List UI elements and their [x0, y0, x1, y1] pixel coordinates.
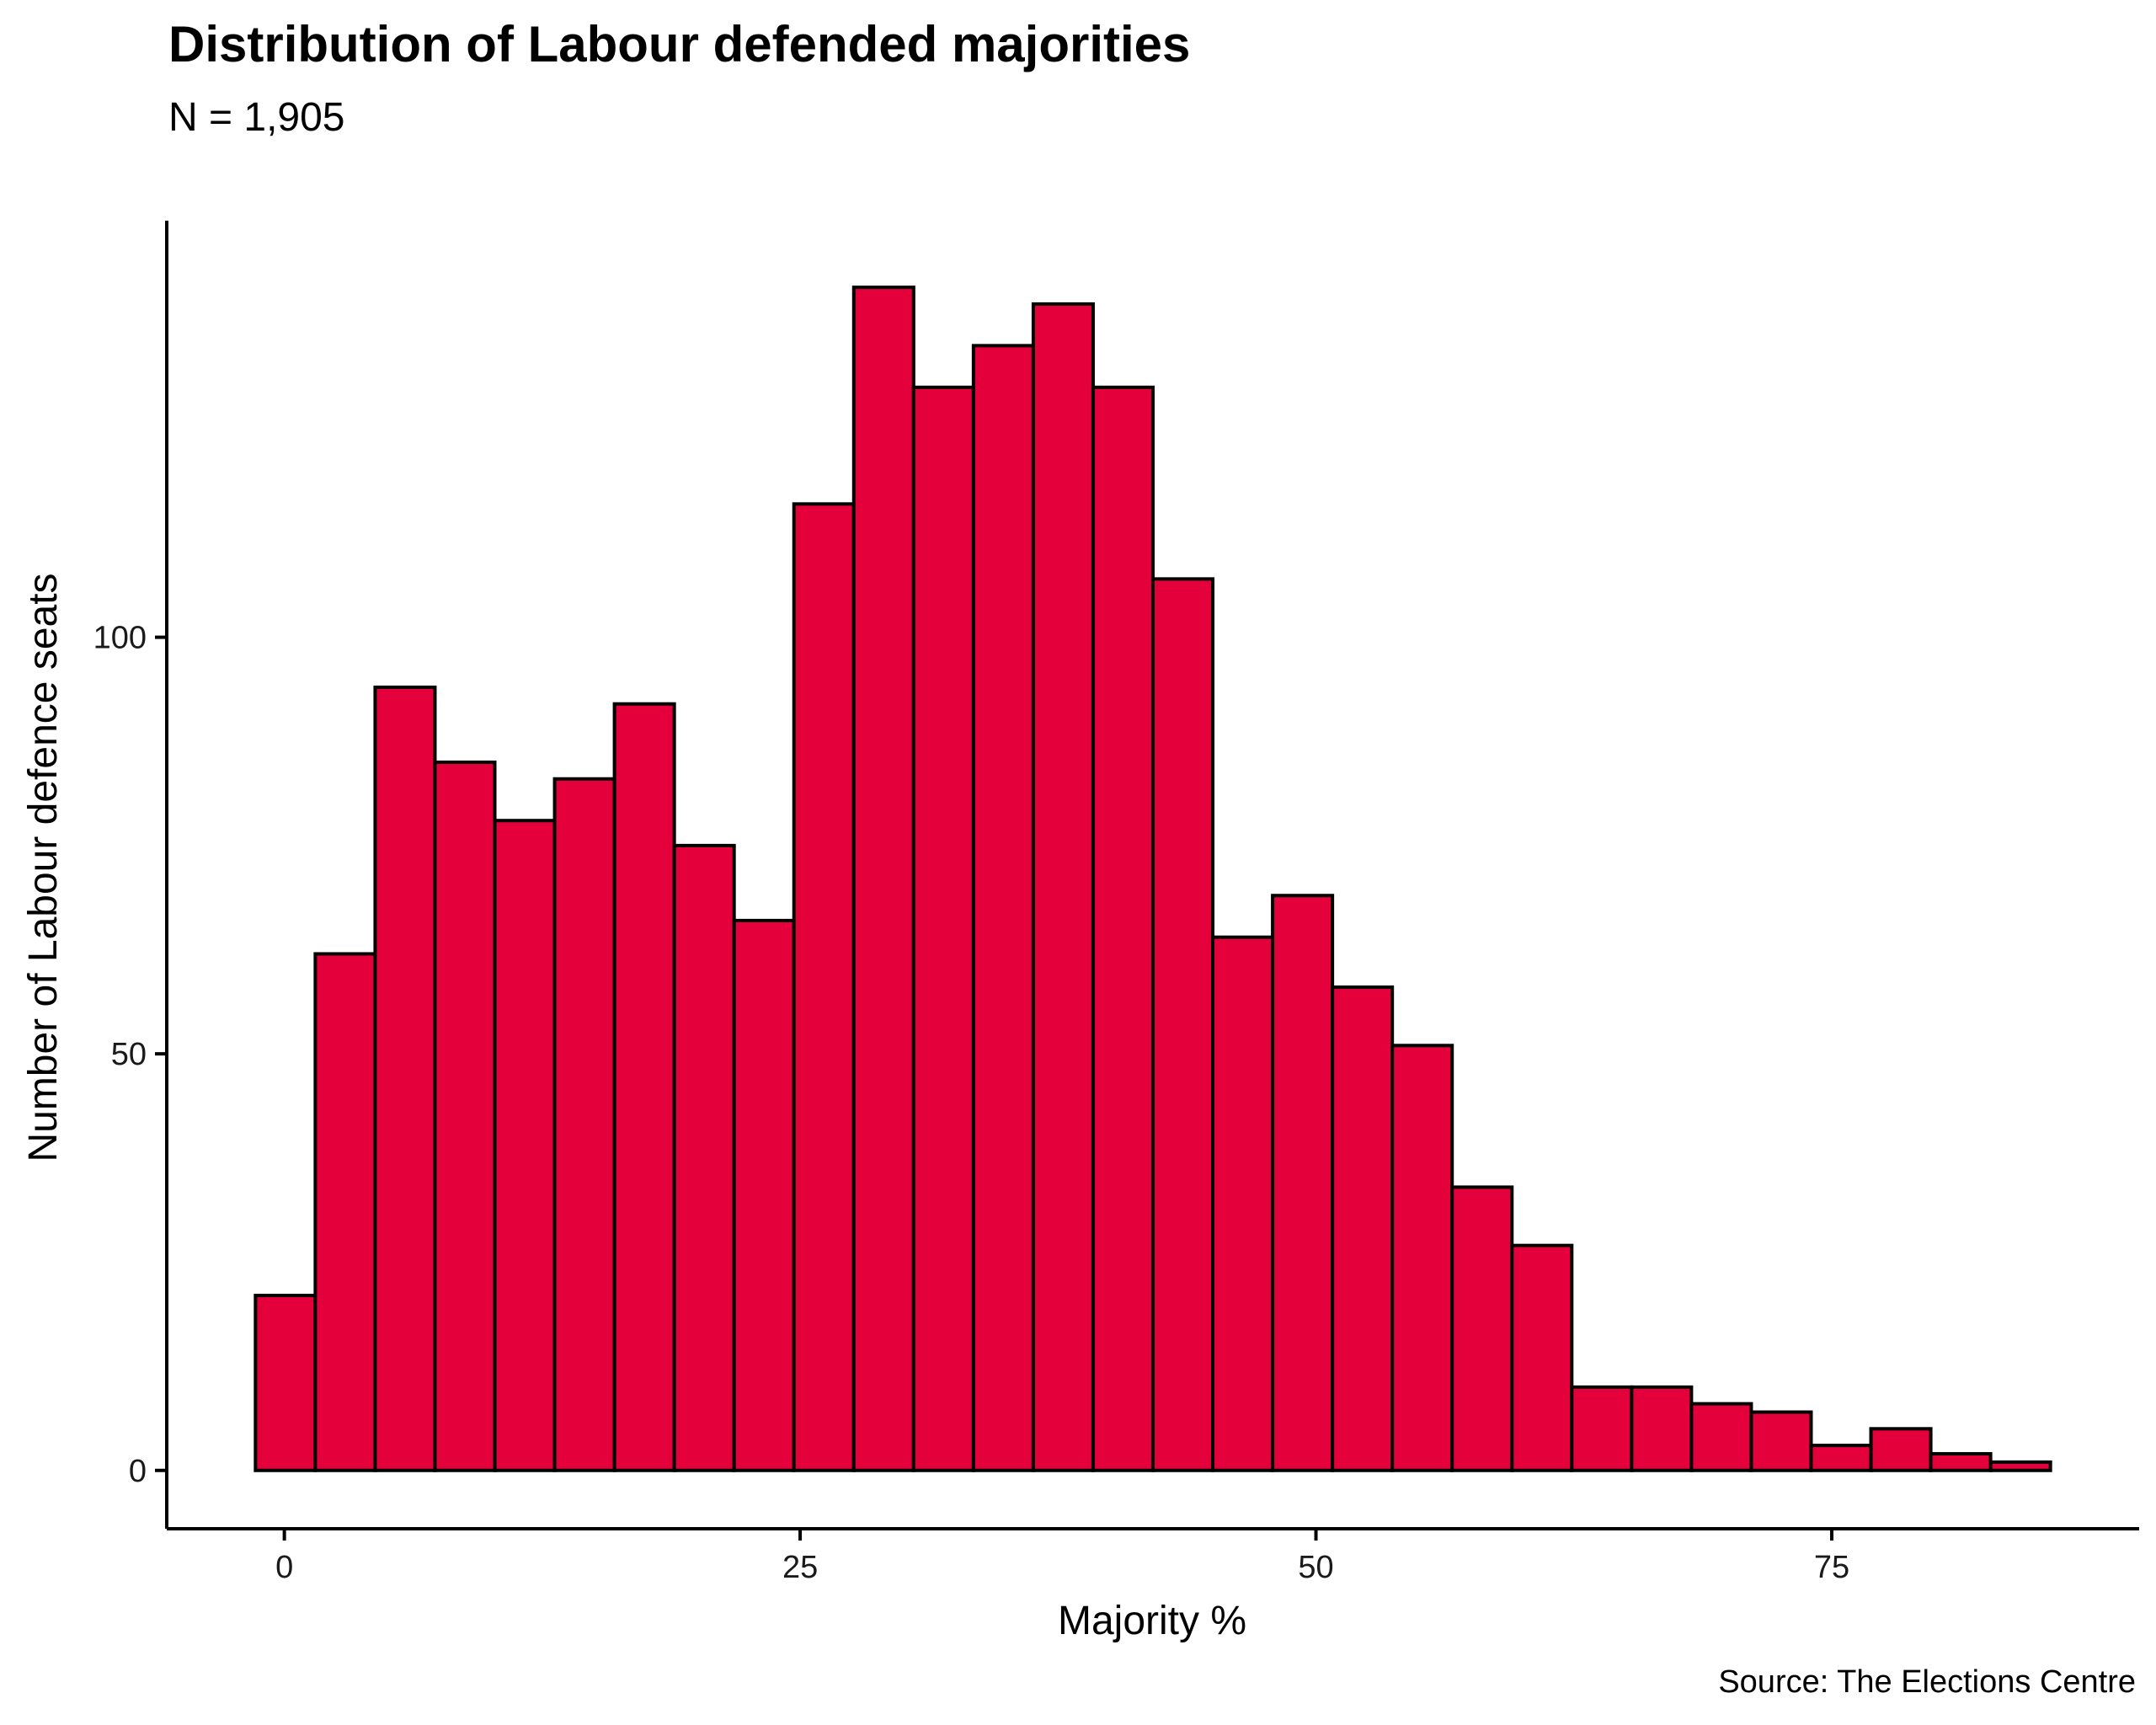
- x-tick-label: 25: [782, 1550, 818, 1585]
- source-caption: Source: The Elections Centre: [1718, 1664, 2136, 1700]
- histogram-bar: [552, 777, 616, 1472]
- chart-title: Distribution of Labour defended majoriti…: [168, 16, 1191, 72]
- histogram-bar: [1031, 302, 1095, 1472]
- histogram-bar: [1689, 1402, 1753, 1472]
- histogram-bar: [1450, 1185, 1514, 1472]
- y-axis-label: Number of Labour defence seats: [21, 573, 66, 1162]
- histogram-bar: [313, 952, 377, 1472]
- chart-subtitle: N = 1,905: [168, 95, 345, 140]
- histogram-bar: [732, 918, 796, 1472]
- histogram-bar: [1091, 385, 1155, 1472]
- histogram-bar: [1749, 1410, 1813, 1472]
- histogram-bar: [1390, 1044, 1454, 1472]
- y-tick-label: 100: [93, 621, 147, 656]
- histogram-bar: [1988, 1460, 2052, 1472]
- histogram-bar: [672, 843, 736, 1472]
- histogram-bar: [1570, 1385, 1634, 1472]
- histogram-bar: [851, 286, 915, 1472]
- histogram-bar: [493, 819, 557, 1472]
- histogram-bar: [373, 685, 437, 1472]
- histogram-bar: [1271, 894, 1335, 1472]
- bars-layer: [253, 286, 2052, 1472]
- histogram-bar: [253, 1294, 318, 1472]
- histogram-bar: [971, 344, 1035, 1472]
- histogram-bar: [1151, 577, 1215, 1472]
- x-tick-label: 0: [275, 1550, 293, 1585]
- x-tick-label: 50: [1298, 1550, 1333, 1585]
- y-tick-label: 0: [129, 1454, 147, 1489]
- axes-layer: 0 25 50 75 0 50 100: [93, 221, 2139, 1585]
- histogram-bar: [1869, 1427, 1933, 1472]
- histogram-bar: [1929, 1451, 1993, 1472]
- histogram-bar: [1809, 1444, 1873, 1472]
- x-axis-label: Majority %: [1058, 1599, 1246, 1643]
- y-tick-label: 50: [111, 1037, 147, 1072]
- histogram-bar: [433, 760, 497, 1472]
- histogram-bar: [911, 385, 975, 1472]
- x-tick-label: 75: [1814, 1550, 1849, 1585]
- histogram-bar: [792, 502, 856, 1472]
- histogram-bar: [1630, 1385, 1694, 1472]
- histogram-bar: [1331, 985, 1395, 1472]
- histogram-bar: [1510, 1243, 1574, 1472]
- histogram-bar: [1211, 935, 1275, 1472]
- histogram-bar: [612, 702, 676, 1472]
